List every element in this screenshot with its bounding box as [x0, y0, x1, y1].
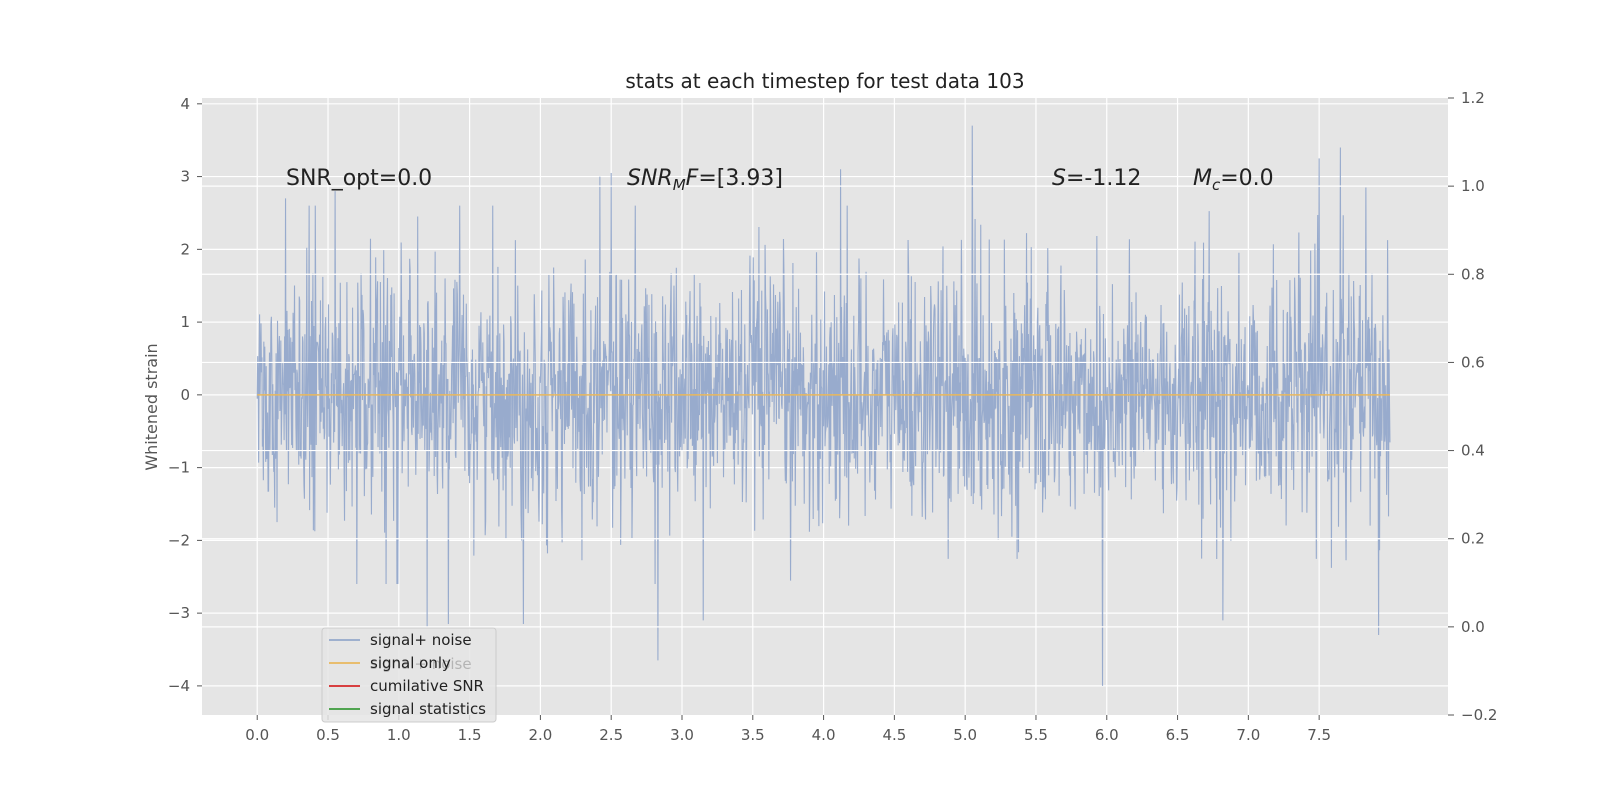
annotation-text: SNR_opt=0.0 — [286, 166, 432, 191]
x-tick-label: 0.5 — [316, 726, 340, 744]
y-axis-label: Whitened strain — [142, 343, 161, 470]
annotation-text: SNRMF=[3.93] — [627, 166, 783, 194]
annotation-text: Mc=0.0 — [1193, 166, 1274, 194]
x-tick-label: 7.5 — [1307, 726, 1331, 744]
annotation-layer: SNR_opt=0.0 SNRMF=[3.93] S=-1.12 Mc=0.0 — [286, 166, 1274, 194]
legend-box — [321, 627, 497, 723]
x-tick-label: 0.0 — [245, 726, 269, 744]
signal-noise-line — [256, 125, 1391, 686]
y2-tick-label: 0.8 — [1461, 265, 1485, 283]
data-layer — [256, 125, 1391, 686]
axes-layer: 0.0 0.5 1.0 1.5 2.0 2.5 3.0 3.5 4.0 4.5 5.0 5.5 6.0 6… — [168, 89, 1498, 744]
y2-tick-label: 0.4 — [1461, 442, 1485, 460]
x-tick-label: 5.5 — [1024, 726, 1048, 744]
y2-tick-label: 0.6 — [1461, 353, 1485, 371]
legend-ghost-text: signal+ noise — [370, 655, 472, 673]
y2-tick-label: 1.0 — [1461, 177, 1485, 195]
legend-label: signal statistics — [370, 700, 486, 718]
legend-label: cumilative SNR — [370, 677, 484, 695]
legend-label: signal only — [370, 654, 451, 672]
x-tick-label: 4.5 — [882, 726, 906, 744]
y-tick-label: −3 — [168, 604, 190, 622]
y-tick-label: −2 — [168, 531, 190, 549]
y-tick-label: −1 — [168, 459, 190, 477]
y-tick-label: 0 — [180, 386, 190, 404]
chart-title: stats at each timestep for test data 103 — [625, 69, 1024, 93]
x-tick-label: 1.0 — [387, 726, 411, 744]
y2-tick-label: 0.0 — [1461, 618, 1485, 636]
x-tick-label: 2.5 — [599, 726, 623, 744]
y-tick-label: 4 — [180, 95, 190, 113]
y2-tick-label: 1.2 — [1461, 89, 1485, 107]
x-tick-label: 6.0 — [1095, 726, 1119, 744]
y-tick-label: 1 — [180, 313, 190, 331]
y2-tick-label: 0.2 — [1461, 530, 1485, 548]
x-tick-label: 1.5 — [458, 726, 482, 744]
x-tick-label: 3.0 — [670, 726, 694, 744]
x-tick-label: 7.0 — [1236, 726, 1260, 744]
y-tick-label: 3 — [180, 168, 190, 186]
y-tick-label: 2 — [180, 240, 190, 258]
y-tick-label: −4 — [168, 677, 190, 695]
x-tick-label: 6.5 — [1166, 726, 1190, 744]
x-tick-label: 4.0 — [812, 726, 836, 744]
x-tick-label: 3.5 — [741, 726, 765, 744]
x-tick-label: 2.0 — [528, 726, 552, 744]
secondary-grid-layer — [202, 185, 1448, 628]
annotation-text: S=-1.12 — [1052, 166, 1141, 191]
x-tick-label: 5.0 — [953, 726, 977, 744]
legend-label: signal+ noise — [370, 631, 472, 649]
y2-tick-label: −0.2 — [1461, 706, 1497, 724]
